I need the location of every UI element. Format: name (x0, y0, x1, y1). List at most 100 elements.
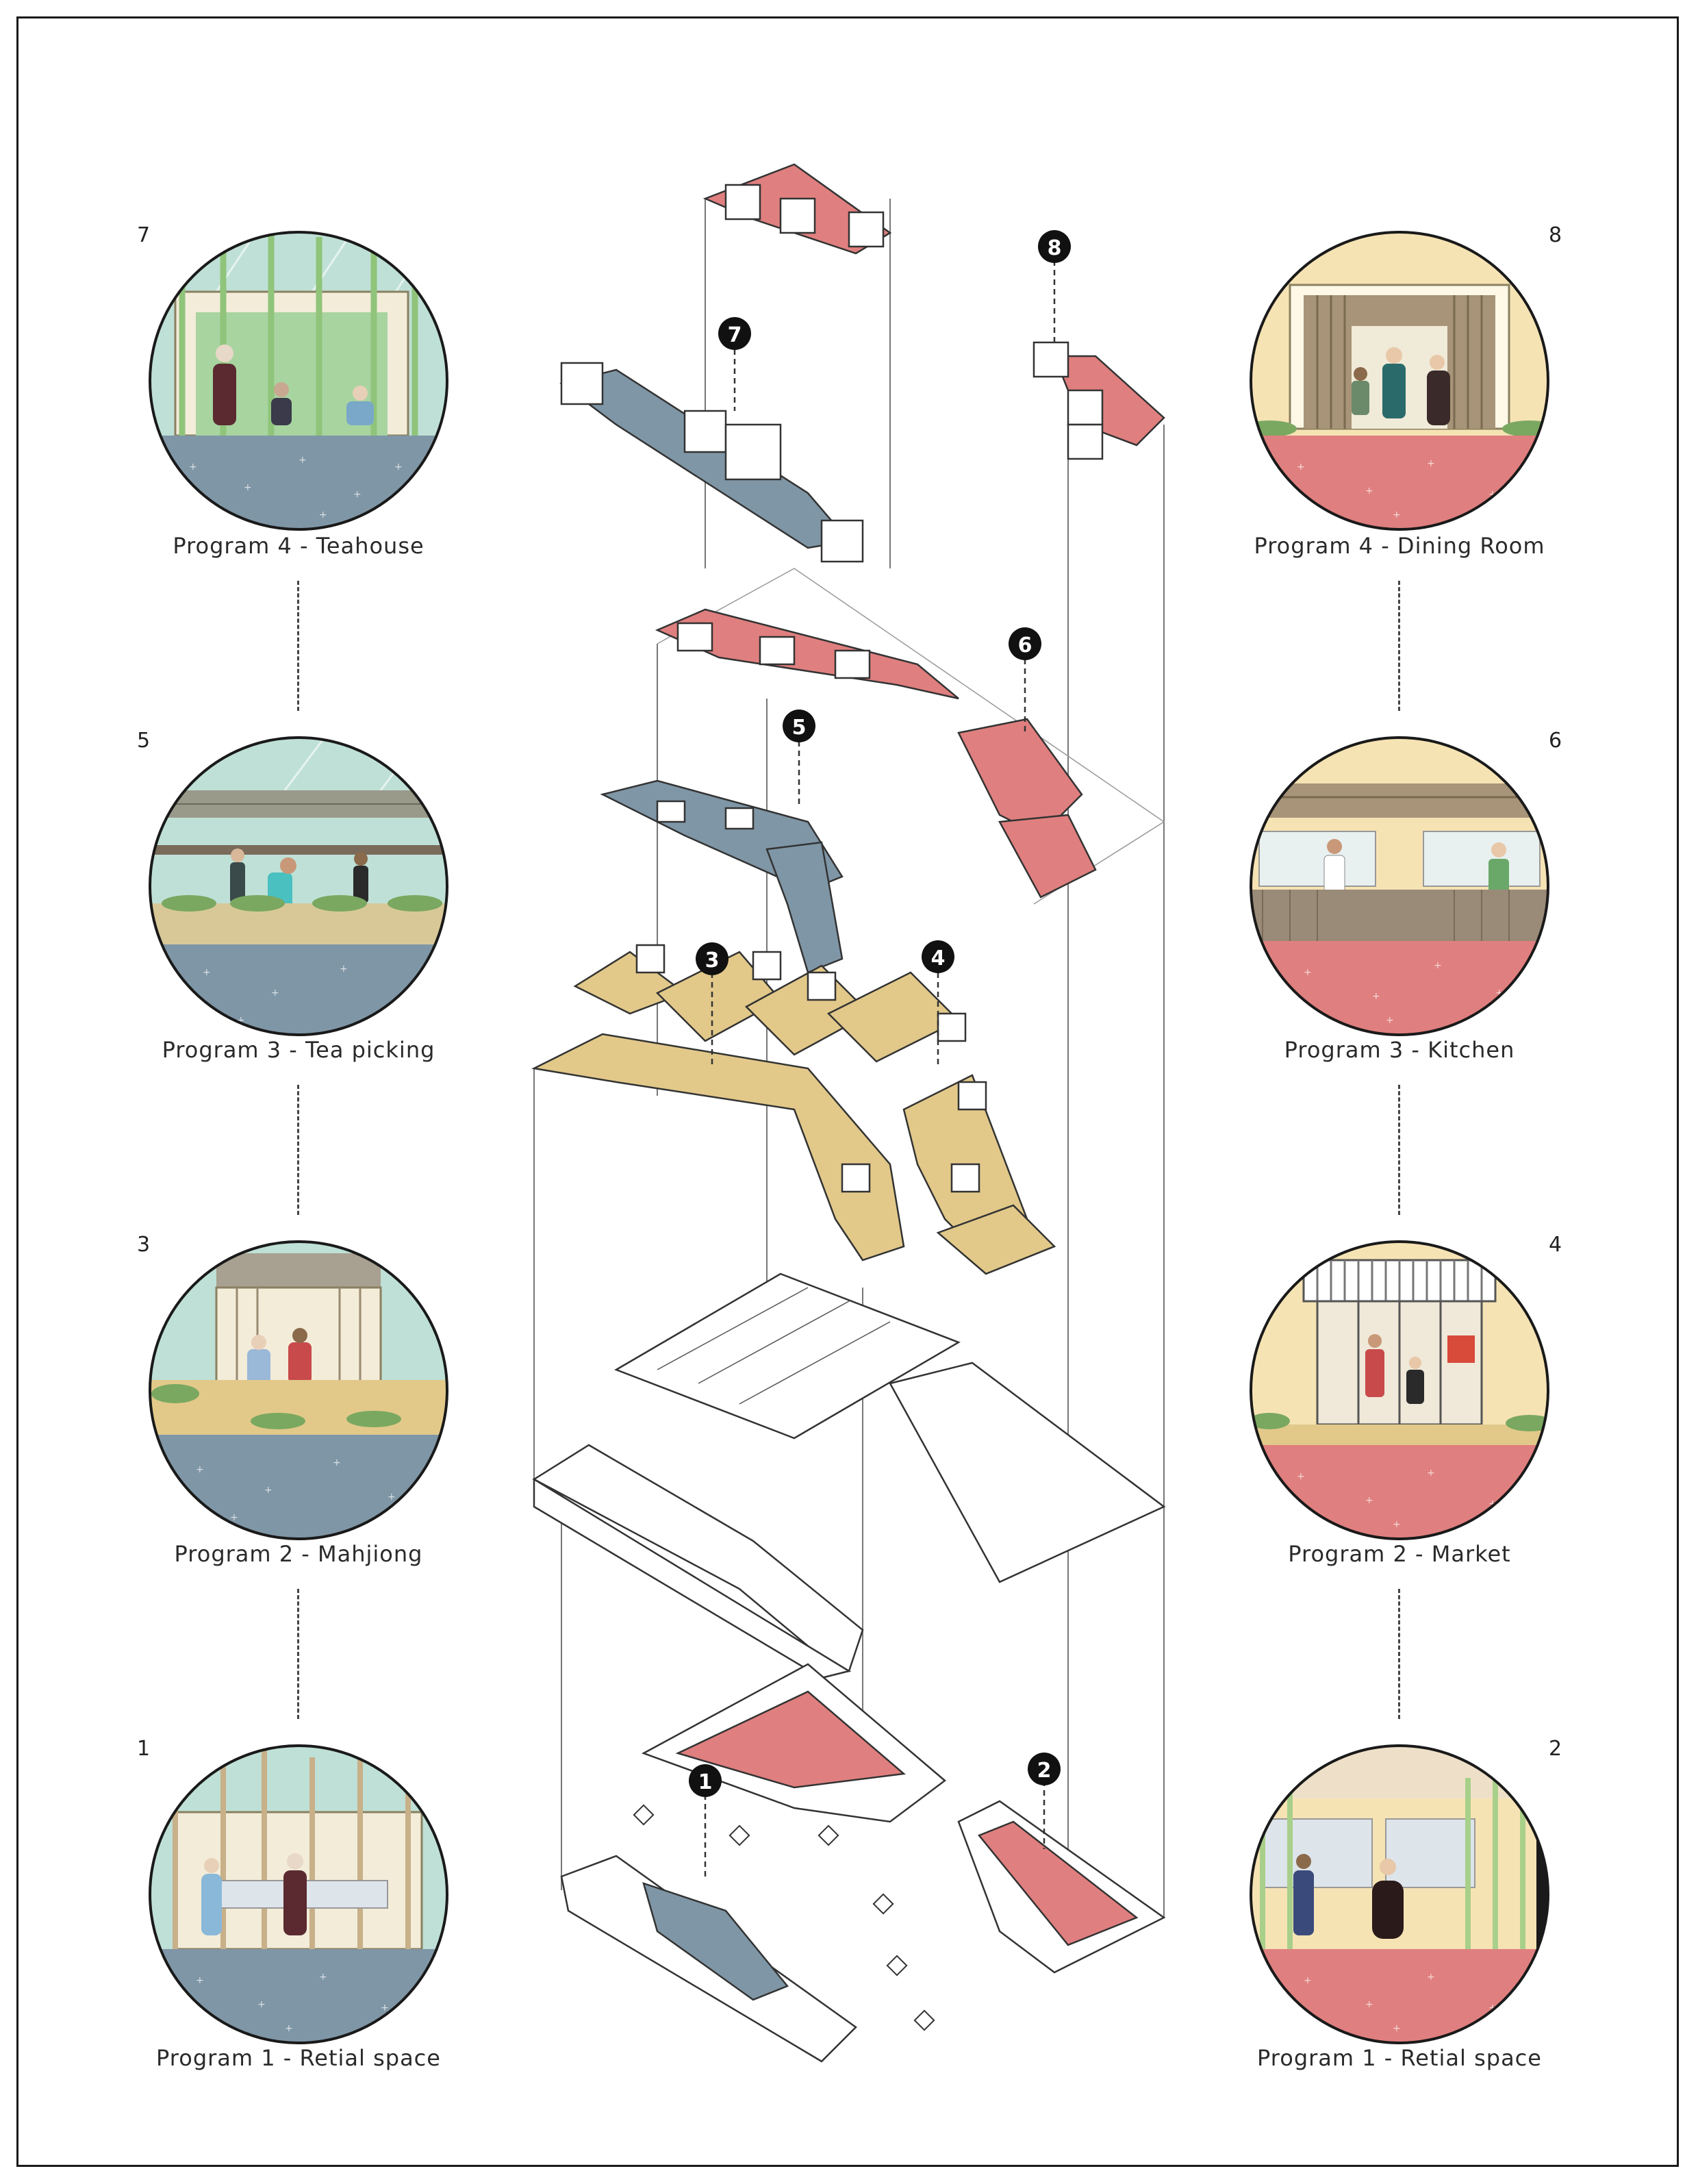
vignette-teahouse: +++++++ (149, 231, 448, 531)
kitchen-level (655, 608, 1097, 899)
people-figures (1293, 1854, 1404, 1939)
svg-text:+: + (1427, 1468, 1435, 1479)
vignette-retail-right: + + + + + (1250, 1744, 1549, 2044)
vignette-dining-room: + + + + + (1250, 231, 1549, 531)
svg-text:+: + (1495, 988, 1504, 999)
vignette-mahjiong: + + + + + (149, 1240, 448, 1540)
caption-kitchen: Program 3 - Kitchen (1284, 1037, 1515, 1063)
program-number-6: 6 (1549, 729, 1562, 753)
people-figures (1365, 1334, 1424, 1404)
dashed-connector (1398, 581, 1400, 711)
marker-leaders (704, 260, 1056, 1877)
massing-lower (532, 1444, 864, 1679)
caption-mahjiong: Program 2 - Mahjiong (174, 1541, 423, 1567)
svg-text:+: + (257, 1999, 266, 2010)
marker-1: 1 (689, 1764, 722, 1797)
dashed-connector (297, 581, 299, 711)
tea-picking-level (600, 779, 844, 974)
marker-1-label: 1 (698, 1770, 713, 1794)
svg-text:+: + (394, 462, 403, 473)
marker-8: 8 (1038, 230, 1071, 263)
marker-4-label: 4 (931, 946, 946, 970)
marker-5-label: 5 (792, 716, 807, 740)
caption-teahouse: Program 4 - Teahouse (173, 533, 424, 559)
vignette-tea-picking: +++++ (149, 736, 448, 1036)
svg-text:+: + (1393, 2023, 1401, 2034)
svg-text:+: + (230, 1512, 238, 1523)
dashed-connector (1398, 1085, 1400, 1215)
svg-text:+: + (1488, 1498, 1497, 1509)
program-number-1: 1 (137, 1737, 151, 1761)
caption-dining-room: Program 4 - Dining Room (1254, 533, 1545, 559)
caption-market: Program 2 - Market (1288, 1541, 1511, 1567)
svg-text:+: + (271, 988, 279, 999)
svg-text:+: + (1434, 960, 1442, 971)
svg-text:+: + (1488, 489, 1497, 500)
svg-text:+: + (285, 2023, 293, 2034)
svg-text:+: + (1393, 1519, 1401, 1530)
program-number-8: 8 (1549, 223, 1562, 247)
marker-2: 2 (1028, 1753, 1061, 1785)
marker-3: 3 (696, 942, 728, 975)
marker-8-label: 8 (1048, 236, 1062, 260)
dashed-connector (1398, 1589, 1400, 1719)
people-figures (213, 344, 374, 425)
svg-text:+: + (319, 510, 327, 520)
svg-text:+: + (299, 455, 307, 466)
svg-text:+: + (203, 967, 211, 978)
svg-text:+: + (1427, 1972, 1435, 1983)
svg-text:+: + (388, 1492, 396, 1503)
vignette-kitchen: + + + + + (1250, 736, 1549, 1036)
vignette-retail-left: + + + + + (149, 1744, 448, 2044)
svg-text:+: + (1365, 1999, 1373, 2010)
dashed-connector (297, 1589, 299, 1719)
svg-text:+: + (244, 482, 252, 493)
marker-6: 6 (1009, 627, 1041, 660)
svg-text:+: + (353, 489, 362, 500)
svg-text:+: + (340, 964, 348, 975)
svg-text:+: + (1427, 458, 1435, 469)
svg-text:+: + (1304, 1975, 1312, 1986)
svg-text:+: + (196, 1464, 204, 1475)
roof-upper (702, 163, 892, 255)
svg-text:+: + (1365, 1495, 1373, 1506)
caption-tea-picking: Program 3 - Tea picking (162, 1037, 435, 1063)
svg-text:+: + (381, 2003, 389, 2013)
dining-upper (1032, 341, 1165, 460)
teahouse-level (559, 362, 864, 563)
svg-text:+: + (264, 1485, 273, 1496)
marker-7: 7 (718, 317, 751, 350)
svg-text:+: + (1488, 2003, 1497, 2013)
svg-text:+: + (196, 1975, 204, 1986)
dashed-connector (297, 1085, 299, 1215)
svg-text:+: + (237, 1015, 245, 1026)
caption-retail-left: Program 1 - Retial space (156, 2045, 441, 2071)
svg-text:+: + (333, 1457, 341, 1468)
svg-text:+: + (1297, 462, 1305, 473)
people-figures (1352, 347, 1450, 425)
program-number-4: 4 (1549, 1233, 1562, 1257)
retail-upper (641, 1663, 947, 1823)
marker-5: 5 (783, 710, 815, 742)
program-number-7: 7 (137, 223, 151, 247)
marker-4: 4 (922, 940, 954, 973)
vignette-market: + + + + + (1250, 1240, 1549, 1540)
marker-2-label: 2 (1037, 1759, 1052, 1783)
retail-lower (560, 1800, 1166, 2063)
marker-3-label: 3 (705, 949, 720, 972)
svg-text:+: + (1393, 510, 1401, 520)
caption-retail-right: Program 1 - Retial space (1257, 2045, 1542, 2071)
svg-text:+: + (1297, 1471, 1305, 1482)
massing-upper (614, 1272, 1166, 1583)
svg-text:+: + (1304, 967, 1312, 978)
svg-text:+: + (189, 462, 197, 473)
projection-lines (533, 199, 1165, 1938)
marker-7-label: 7 (728, 323, 742, 347)
svg-text:+: + (1372, 991, 1380, 1002)
people-figures (201, 1853, 307, 1935)
page-frame (16, 16, 1679, 2167)
program-number-5: 5 (137, 729, 151, 753)
svg-text:+: + (1365, 486, 1373, 497)
svg-text:+: + (1386, 1015, 1394, 1026)
